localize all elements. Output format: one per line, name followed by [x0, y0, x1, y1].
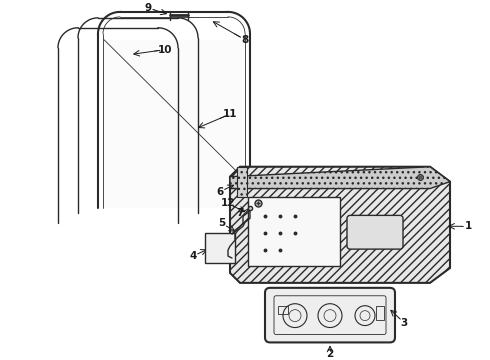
Text: 2: 2: [326, 349, 334, 359]
Bar: [278, 306, 288, 314]
Bar: [248, 197, 340, 266]
Text: 11: 11: [223, 109, 237, 119]
FancyBboxPatch shape: [347, 215, 403, 249]
Text: 1: 1: [465, 221, 472, 231]
Text: 12: 12: [221, 198, 235, 208]
Bar: [376, 306, 384, 320]
Polygon shape: [104, 40, 244, 208]
Text: 6: 6: [217, 186, 223, 197]
Polygon shape: [230, 167, 450, 189]
Polygon shape: [230, 167, 450, 283]
Text: 4: 4: [189, 251, 196, 261]
Bar: [205, 233, 235, 263]
Text: 10: 10: [158, 45, 172, 55]
Text: 9: 9: [145, 3, 151, 13]
FancyBboxPatch shape: [265, 288, 395, 342]
Bar: [237, 167, 247, 197]
Text: 3: 3: [400, 318, 408, 328]
Text: 5: 5: [219, 218, 225, 228]
Text: 8: 8: [242, 35, 248, 45]
Text: 7: 7: [236, 208, 244, 219]
